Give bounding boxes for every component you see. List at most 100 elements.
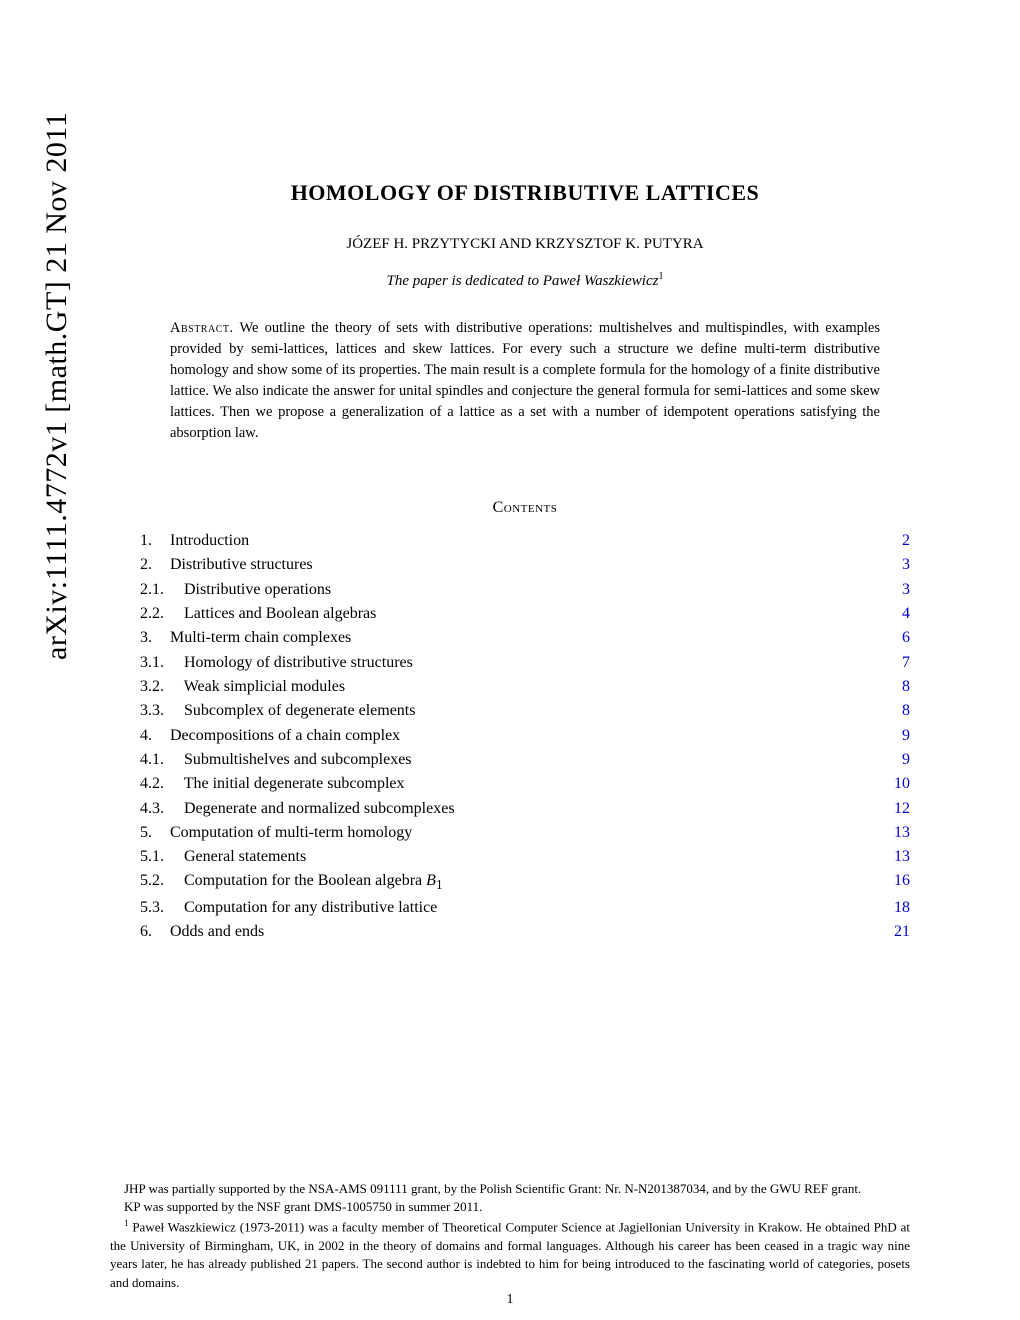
toc-label: 4. Decompositions of a chain complex xyxy=(140,724,400,748)
toc-number: 2. xyxy=(140,553,166,577)
toc-number: 2.1. xyxy=(140,578,180,602)
toc-title: Decompositions of a chain complex xyxy=(166,727,400,744)
paper-title: HOMOLOGY OF DISTRIBUTIVE LATTICES xyxy=(140,180,910,206)
toc-number: 5.2. xyxy=(140,869,180,893)
toc-label: 5.3. Computation for any distributive la… xyxy=(140,896,437,920)
toc-title: Degenerate and normalized subcomplexes xyxy=(180,800,455,817)
toc-page[interactable]: 7 xyxy=(894,651,910,675)
toc-entry[interactable]: 3.1. Homology of distributive structures… xyxy=(140,651,910,675)
toc-entry[interactable]: 5.2. Computation for the Boolean algebra… xyxy=(140,869,910,895)
toc-number: 3.3. xyxy=(140,699,180,723)
toc-page[interactable]: 3 xyxy=(894,578,910,602)
toc-page[interactable]: 13 xyxy=(886,845,910,869)
toc-number: 4.2. xyxy=(140,772,180,796)
toc-title: Introduction xyxy=(166,532,249,549)
toc-label: 1. Introduction xyxy=(140,529,249,553)
toc-entry[interactable]: 3.2. Weak simplicial modules 8 xyxy=(140,675,910,699)
toc-number: 3.1. xyxy=(140,651,180,675)
toc-label: 2.1. Distributive operations xyxy=(140,578,331,602)
toc-number: 5.1. xyxy=(140,845,180,869)
toc-number: 4.3. xyxy=(140,797,180,821)
toc-title: The initial degenerate subcomplex xyxy=(180,775,405,792)
dedication-text: The paper is dedicated to Paweł Waszkiew… xyxy=(387,273,659,289)
toc-entry[interactable]: 2.2. Lattices and Boolean algebras 4 xyxy=(140,602,910,626)
toc-label: 4.2. The initial degenerate subcomplex xyxy=(140,772,405,796)
toc-title: Multi-term chain complexes xyxy=(166,629,351,646)
toc-label: 4.1. Submultishelves and subcomplexes xyxy=(140,748,412,772)
toc-number: 2.2. xyxy=(140,602,180,626)
arxiv-stamp: arXiv:1111.4772v1 [math.GT] 21 Nov 2011 xyxy=(40,112,74,660)
toc-entry[interactable]: 5.3. Computation for any distributive la… xyxy=(140,896,910,920)
toc-title: Computation for the Boolean algebra B1 xyxy=(180,872,443,889)
toc-title: Distributive operations xyxy=(180,581,331,598)
toc-label: 3.2. Weak simplicial modules xyxy=(140,675,345,699)
dedication: The paper is dedicated to Paweł Waszkiew… xyxy=(140,271,910,290)
toc-page[interactable]: 8 xyxy=(894,675,910,699)
toc-entry[interactable]: 5.1. General statements 13 xyxy=(140,845,910,869)
toc-page[interactable]: 4 xyxy=(894,602,910,626)
abstract-label: Abstract. xyxy=(170,320,234,336)
toc-title: Weak simplicial modules xyxy=(180,678,345,695)
dedication-footnote-ref: 1 xyxy=(658,271,663,282)
abstract-text: We outline the theory of sets with distr… xyxy=(170,320,880,441)
toc-page[interactable]: 16 xyxy=(886,869,910,893)
toc-label: 4.3. Degenerate and normalized subcomple… xyxy=(140,797,455,821)
footnote-funding-2: KP was supported by the NSF grant DMS-10… xyxy=(110,1198,910,1216)
toc-title: Computation of multi-term homology xyxy=(166,824,412,841)
toc-label: 2.2. Lattices and Boolean algebras xyxy=(140,602,376,626)
toc-title: Distributive structures xyxy=(166,556,313,573)
table-of-contents: 1. Introduction22. Distributive structur… xyxy=(140,529,910,944)
contents-heading: Contents xyxy=(140,499,910,517)
toc-title: Subcomplex of degenerate elements xyxy=(180,702,415,719)
toc-page[interactable]: 13 xyxy=(886,821,910,845)
authors: JÓZEF H. PRZYTYCKI AND KRZYSZTOF K. PUTY… xyxy=(140,236,910,253)
page-content: HOMOLOGY OF DISTRIBUTIVE LATTICES JÓZEF … xyxy=(0,0,1020,945)
toc-page[interactable]: 12 xyxy=(886,797,910,821)
toc-label: 3.3. Subcomplex of degenerate elements xyxy=(140,699,415,723)
toc-entry[interactable]: 4. Decompositions of a chain complex 9 xyxy=(140,724,910,748)
toc-title: Odds and ends xyxy=(166,923,264,940)
toc-entry[interactable]: 4.1. Submultishelves and subcomplexes 9 xyxy=(140,748,910,772)
toc-entry[interactable]: 5. Computation of multi-term homology 13 xyxy=(140,821,910,845)
toc-label: 6. Odds and ends xyxy=(140,920,264,944)
toc-number: 5. xyxy=(140,821,166,845)
toc-number: 3.2. xyxy=(140,675,180,699)
toc-page[interactable]: 18 xyxy=(886,896,910,920)
toc-title: Computation for any distributive lattice xyxy=(180,899,437,916)
toc-title: Lattices and Boolean algebras xyxy=(180,605,376,622)
toc-entry[interactable]: 4.3. Degenerate and normalized subcomple… xyxy=(140,797,910,821)
footnotes: JHP was partially supported by the NSA-A… xyxy=(110,1180,910,1292)
footnote-text: Paweł Waszkiewicz (1973-2011) was a facu… xyxy=(110,1219,910,1289)
toc-entry[interactable]: 6. Odds and ends 21 xyxy=(140,920,910,944)
toc-entry[interactable]: 1. Introduction 2 xyxy=(140,529,910,553)
toc-title: Submultishelves and subcomplexes xyxy=(180,751,412,768)
toc-number: 5.3. xyxy=(140,896,180,920)
page-number: 1 xyxy=(0,1292,1020,1308)
toc-number: 4. xyxy=(140,724,166,748)
toc-page[interactable]: 9 xyxy=(894,724,910,748)
toc-entry[interactable]: 2. Distributive structures 3 xyxy=(140,553,910,577)
toc-page[interactable]: 6 xyxy=(894,626,910,650)
toc-number: 4.1. xyxy=(140,748,180,772)
toc-entry[interactable]: 4.2. The initial degenerate subcomplex 10 xyxy=(140,772,910,796)
footnote-funding-1: JHP was partially supported by the NSA-A… xyxy=(110,1180,910,1198)
toc-page[interactable]: 8 xyxy=(894,699,910,723)
toc-entry[interactable]: 3. Multi-term chain complexes 6 xyxy=(140,626,910,650)
toc-label: 5.2. Computation for the Boolean algebra… xyxy=(140,869,443,895)
toc-page[interactable]: 3 xyxy=(894,553,910,577)
toc-title: General statements xyxy=(180,848,306,865)
toc-page[interactable]: 2 xyxy=(894,529,910,553)
toc-page[interactable]: 21 xyxy=(886,920,910,944)
toc-entry[interactable]: 3.3. Subcomplex of degenerate elements 8 xyxy=(140,699,910,723)
toc-label: 5. Computation of multi-term homology xyxy=(140,821,412,845)
toc-page[interactable]: 10 xyxy=(886,772,910,796)
toc-number: 6. xyxy=(140,920,166,944)
toc-title: Homology of distributive structures xyxy=(180,654,413,671)
toc-entry[interactable]: 2.1. Distributive operations 3 xyxy=(140,578,910,602)
toc-page[interactable]: 9 xyxy=(894,748,910,772)
toc-label: 3. Multi-term chain complexes xyxy=(140,626,351,650)
abstract: Abstract. We outline the theory of sets … xyxy=(170,318,880,444)
toc-label: 2. Distributive structures xyxy=(140,553,313,577)
footnote-dedication: 1 Paweł Waszkiewicz (1973-2011) was a fa… xyxy=(110,1217,910,1292)
toc-label: 5.1. General statements xyxy=(140,845,306,869)
